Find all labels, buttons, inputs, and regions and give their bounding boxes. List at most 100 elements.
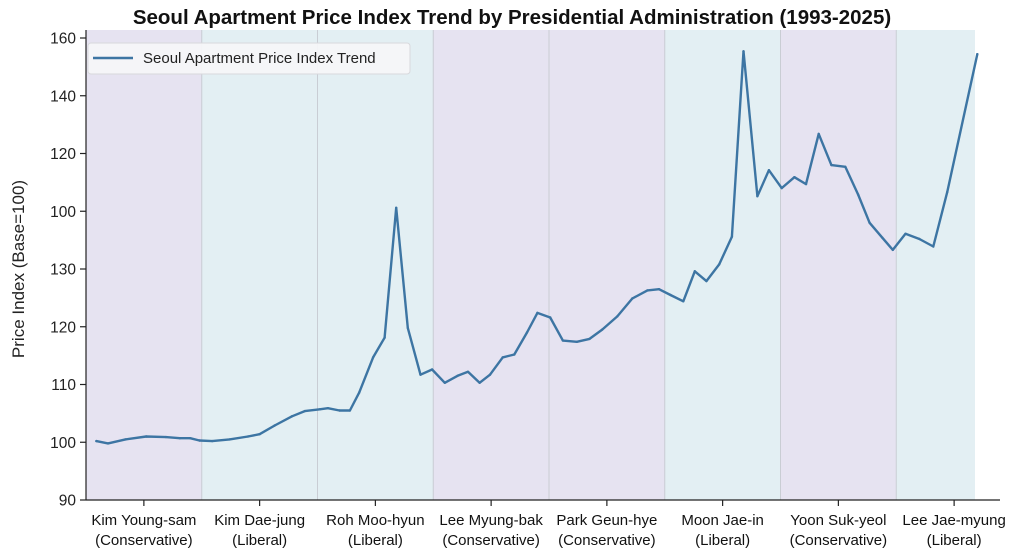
x-tick-label-party: (Conservative) — [558, 532, 656, 549]
data-point — [456, 374, 459, 377]
data-point — [575, 340, 578, 343]
data-point — [918, 237, 921, 241]
data-point — [211, 439, 214, 443]
data-point — [631, 297, 634, 300]
data-point — [646, 289, 649, 292]
data-point — [358, 391, 361, 394]
band-lee-myung-bak — [433, 30, 549, 500]
x-tick-label-name: Lee Jae-myung — [902, 512, 1005, 529]
data-point — [395, 206, 398, 209]
data-point — [303, 409, 306, 413]
data-point — [106, 442, 110, 445]
data-point — [430, 368, 434, 371]
data-point — [767, 169, 771, 172]
data-point — [338, 409, 341, 412]
legend: Seoul Apartment Price Index Trend — [87, 42, 411, 75]
data-point — [616, 315, 619, 318]
data-point — [682, 300, 685, 303]
x-tick-label-party: (Liberal) — [695, 532, 750, 549]
chart-title: Seoul Apartment Price Index Trend by Pre… — [133, 6, 891, 29]
y-axis-label: Price Index (Base=100) — [9, 180, 28, 358]
data-point — [198, 439, 201, 442]
data-point — [705, 279, 708, 283]
data-point — [443, 381, 446, 384]
data-point — [419, 373, 422, 376]
data-point — [657, 288, 661, 291]
data-point — [856, 193, 860, 196]
data-point — [817, 132, 820, 136]
data-point — [904, 232, 907, 235]
y-tick-label: 110 — [51, 377, 76, 394]
data-point — [830, 163, 833, 167]
band-moon-jae-in — [664, 30, 781, 500]
data-point — [124, 438, 127, 441]
data-point — [976, 53, 979, 56]
data-point — [536, 311, 539, 315]
data-point — [804, 182, 808, 186]
data-point — [932, 245, 935, 248]
data-point — [693, 270, 696, 273]
y-tick-label: 130 — [50, 262, 76, 279]
data-point — [730, 235, 734, 238]
data-point — [318, 408, 321, 411]
series-line-seoul-apartment-price-index — [95, 50, 979, 445]
band-roh-moo-hyun — [317, 30, 434, 500]
x-tick-label-party: (Conservative) — [442, 532, 540, 549]
data-point — [868, 221, 871, 224]
data-point — [780, 186, 783, 190]
data-point — [793, 176, 796, 179]
data-point — [601, 328, 604, 331]
band-park-geun-hye — [549, 30, 665, 500]
band-kim-young-sam — [86, 30, 202, 500]
data-point — [561, 339, 565, 342]
x-tick-label-party: (Liberal) — [232, 532, 287, 549]
band-dividers — [201, 30, 897, 500]
x-tick-label-party: (Liberal) — [927, 532, 982, 549]
data-point — [466, 370, 470, 373]
band-lee-jae-myung — [896, 30, 975, 500]
data-point — [326, 407, 330, 410]
y-tick-label: 100 — [50, 435, 76, 452]
data-point — [164, 435, 168, 439]
data-point — [844, 165, 847, 168]
x-tick-label-party: (Conservative) — [790, 532, 888, 549]
x-tick-label-name: Kim Young-sam — [91, 512, 196, 529]
x-tick-label-name: Kim Dae-jung — [214, 512, 305, 529]
y-tick-label: 160 — [50, 31, 76, 48]
y-tick-label: 90 — [59, 493, 77, 510]
data-point — [258, 433, 261, 436]
data-point — [273, 424, 276, 427]
x-tick-label-name: Roh Moo-hyun — [326, 512, 424, 529]
data-point — [501, 356, 504, 359]
x-tick-label-name: Park Geun-hye — [556, 512, 657, 529]
axes — [85, 30, 1000, 501]
data-point — [95, 439, 98, 443]
y-tick-label: 140 — [50, 88, 76, 105]
x-ticks: Kim Young-sam (Conservative) Kim Dae-jung (… — [91, 500, 1006, 549]
data-point — [383, 336, 386, 339]
administration-bands — [86, 30, 975, 500]
data-point — [742, 50, 745, 53]
data-point — [488, 373, 492, 376]
x-tick-label-name: Moon Jae-in — [681, 512, 764, 529]
x-tick-label-party: (Conservative) — [95, 532, 193, 549]
data-point — [669, 293, 672, 297]
data-point — [513, 353, 516, 356]
data-point — [549, 316, 552, 319]
data-point — [406, 326, 409, 330]
data-point — [588, 337, 591, 341]
x-tick-label-name: Lee Myung-bak — [439, 512, 543, 529]
band-yoon-suk-yeol — [780, 30, 897, 500]
x-tick-label-name: Yoon Suk-yeol — [790, 512, 886, 529]
data-point — [891, 248, 894, 252]
x-tick-label-party: (Liberal) — [348, 532, 403, 549]
y-tick-label: 120 — [50, 146, 76, 163]
data-point — [371, 356, 375, 359]
data-point — [756, 195, 759, 198]
y-tick-label: 120 — [50, 319, 76, 336]
y-tick-label: 100 — [50, 204, 76, 221]
series-layer — [95, 50, 979, 445]
data-point — [718, 263, 721, 266]
data-point — [246, 435, 250, 438]
